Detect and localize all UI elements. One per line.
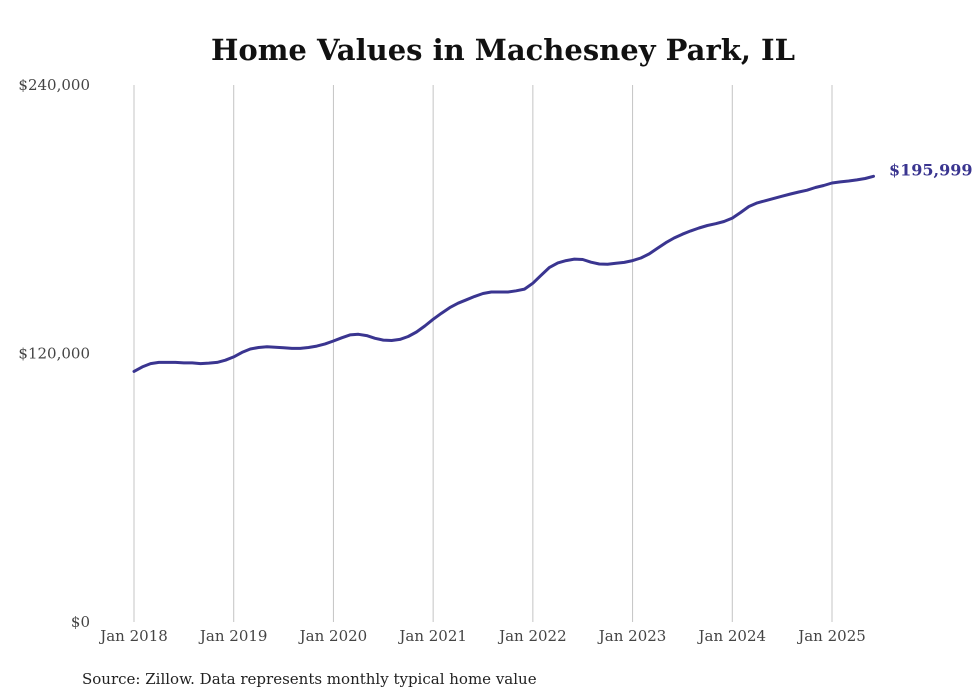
y-tick-label: $0: [71, 613, 90, 631]
end-value-label: $195,999: [889, 160, 973, 179]
x-tick-label: Jan 2020: [298, 627, 368, 645]
x-tick-label: Jan 2023: [597, 627, 667, 645]
x-tick-label: Jan 2022: [497, 627, 567, 645]
x-tick-label: Jan 2018: [98, 627, 168, 645]
gridlines: [133, 85, 833, 622]
x-tick-label: Jan 2021: [397, 627, 467, 645]
y-tick-label: $240,000: [18, 76, 90, 94]
series-line-home-value: [132, 174, 875, 373]
source-note: Source: Zillow. Data represents monthly …: [82, 670, 537, 688]
x-axis: Jan 2018 Jan 2019 Jan 2020 Jan 2021 Jan 2022…: [98, 627, 866, 645]
y-axis: $0 $120,000 $240,000: [18, 76, 90, 631]
x-tick-label: Jan 2019: [198, 627, 268, 645]
x-tick-label: Jan 2024: [697, 627, 767, 645]
y-tick-label: $120,000: [18, 345, 90, 363]
x-tick-label: Jan 2025: [796, 627, 866, 645]
chart-title: Home Values in Machesney Park, IL: [211, 33, 795, 67]
